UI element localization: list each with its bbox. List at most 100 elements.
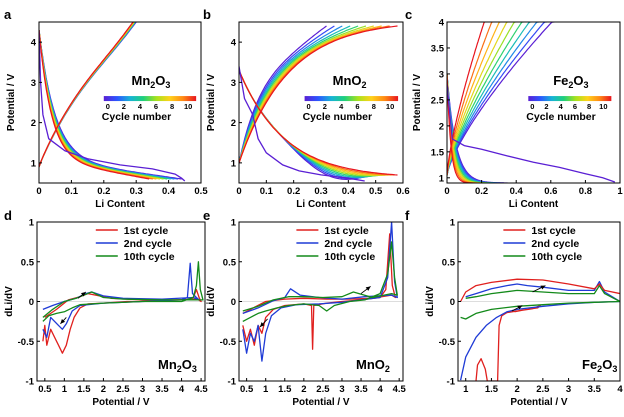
y-axis-label-e: dLi/dV (206, 286, 217, 317)
x-tick-label-d: 3 (140, 384, 145, 395)
x-tick-label-b: 0.4 (342, 186, 356, 197)
panel-letter-d: d (4, 208, 12, 223)
y-axis-label-c: Potential / V (412, 74, 423, 132)
panel-b: b 0 0.1 0.2 0.3 0.4 0.5 0.6 1 2 3 4 Li Content Potent… (203, 7, 410, 210)
colorbar-tick-a: 4 (138, 102, 143, 111)
plot-frame-b (238, 21, 404, 184)
charge-curve-cycle-7 (447, 22, 509, 176)
material-label-d: Mn2O3 (158, 357, 197, 374)
colorbar-tick-a: 0 (106, 102, 110, 111)
charge-curve-cycle-5 (239, 25, 359, 164)
charge-curve-cycle-2 (447, 22, 547, 176)
discharge-curve-cycle-9 (39, 30, 153, 180)
legend-label-e: 2nd cycle (324, 238, 372, 250)
first-discharge-curve (239, 66, 365, 182)
charge-curve-cycle-4 (447, 22, 532, 176)
x-tick-label-e: 1 (263, 384, 269, 395)
charge-curve-cycle-6 (39, 22, 135, 168)
y-tick-label-b: 4 (231, 38, 237, 49)
colorbar-tick-b: 8 (372, 102, 376, 111)
panel-letter-f: f (405, 208, 410, 223)
y-tick-label-d: 1 (29, 218, 35, 229)
panel-a: a 0 0.1 0.2 0.3 0.4 0.5 1 2 3 4 Li Content Potential… (4, 7, 208, 210)
arrow-head-d (60, 318, 66, 324)
series-1st-cycle-charge (460, 278, 620, 302)
charge-curve-cycle-3 (39, 22, 136, 168)
y-tick-label-e: -1 (228, 377, 237, 388)
charge-curve-cycle-3 (239, 25, 343, 164)
x-tick-label-c: 0 (444, 186, 449, 197)
x-tick-label-a: 0.3 (130, 186, 143, 197)
charge-curve-cycle-6 (239, 25, 367, 164)
y-tick-label-a: 1 (31, 158, 37, 169)
charge-curve-cycle-6 (447, 22, 516, 176)
charge-curve-cycle-10 (39, 22, 134, 168)
series-2nd-cycle (459, 280, 620, 381)
colorbar-tick-a: 2 (122, 102, 126, 111)
material-label-c: Fe2O3 (553, 73, 588, 90)
x-tick-label-a: 0.4 (162, 186, 176, 197)
x-tick-label-b: 0.1 (260, 186, 274, 197)
x-tick-label-d: 0.5 (38, 384, 52, 395)
y-tick-label-a: 3 (31, 78, 36, 89)
legend-label-e: 10th cycle (324, 251, 375, 263)
y-tick-label-d: -0.5 (18, 337, 35, 348)
y-tick-label-d: 0 (29, 297, 34, 308)
colorbar-tick-b: 6 (355, 102, 359, 111)
material-label-b: MnO2 (333, 73, 367, 90)
y-tick-label-d: 0.5 (21, 257, 35, 268)
x-tick-label-d: 1.5 (77, 384, 91, 395)
y-tick-label-b: 3 (231, 78, 236, 89)
y-tick-label-c: 2.5 (431, 95, 445, 106)
discharge-curve-cycle-10 (239, 70, 398, 176)
plot-frame-d (36, 221, 206, 382)
y-tick-label-a: 2 (31, 118, 36, 129)
x-tick-label-c: 0.6 (544, 186, 557, 197)
y-tick-label-b: 2 (231, 118, 236, 129)
colorbar-tick-b: 4 (339, 102, 344, 111)
y-tick-label-c: 3 (439, 69, 444, 80)
x-tick-label-b: 0.5 (369, 186, 383, 197)
series-1st-cycle (475, 304, 541, 381)
x-tick-label-c: 0.8 (579, 186, 592, 197)
colorbar-tick-c: 6 (573, 102, 577, 111)
x-axis-label-e: Potential / V (292, 397, 350, 408)
charge-curve-cycle-1 (239, 25, 327, 164)
x-axis-label-f: Potential / V (510, 397, 568, 408)
x-tick-label-f: 3 (566, 384, 571, 395)
series-10th-cycle (242, 241, 398, 322)
first-discharge-curve (447, 84, 616, 183)
charge-curve-cycle-2 (39, 22, 137, 168)
charge-curve-cycle-5 (39, 22, 136, 168)
plot-frame-a (38, 21, 202, 184)
colorbar-title-a: Cycle number (102, 111, 171, 123)
x-tick-label-f: 1 (463, 384, 469, 395)
plot-area-a (39, 22, 186, 182)
arrow-head-f (517, 305, 523, 310)
x-tick-label-d: 2 (101, 384, 106, 395)
series-10th-cycle (460, 284, 620, 320)
colorbar-tick-c: 10 (599, 102, 607, 111)
panel-letter-c: c (405, 7, 412, 22)
plot-frame-f (457, 221, 621, 382)
charge-curve-cycle-2 (239, 25, 335, 164)
colorbar-tick-a: 10 (184, 102, 192, 111)
panel-d: d 0.5 1 1.5 2 2.5 3 3.5 4 4.5 -1 -0.5 0 0.5 1 Potential… (4, 208, 208, 408)
y-tick-label-c: 2 (439, 121, 444, 132)
x-tick-label-b: 0.3 (314, 186, 327, 197)
first-discharge-curve (39, 30, 186, 182)
x-tick-label-a: 0.5 (194, 186, 208, 197)
panel-letter-a: a (4, 7, 12, 22)
x-axis-label-b: Li Content (296, 199, 346, 210)
colorbar-a (103, 96, 197, 102)
y-tick-label-c: 1.5 (431, 147, 445, 158)
colorbar-title-c: Cycle number (526, 111, 595, 123)
legend-label-d: 10th cycle (124, 251, 175, 263)
panel-letter-e: e (203, 208, 210, 223)
arrow-head-d (80, 291, 86, 297)
material-label-f: Fe2O3 (582, 357, 617, 374)
plot-frame-c (446, 21, 621, 184)
y-tick-label-c: 1 (439, 173, 445, 184)
y-tick-label-f: -0.5 (439, 337, 456, 348)
